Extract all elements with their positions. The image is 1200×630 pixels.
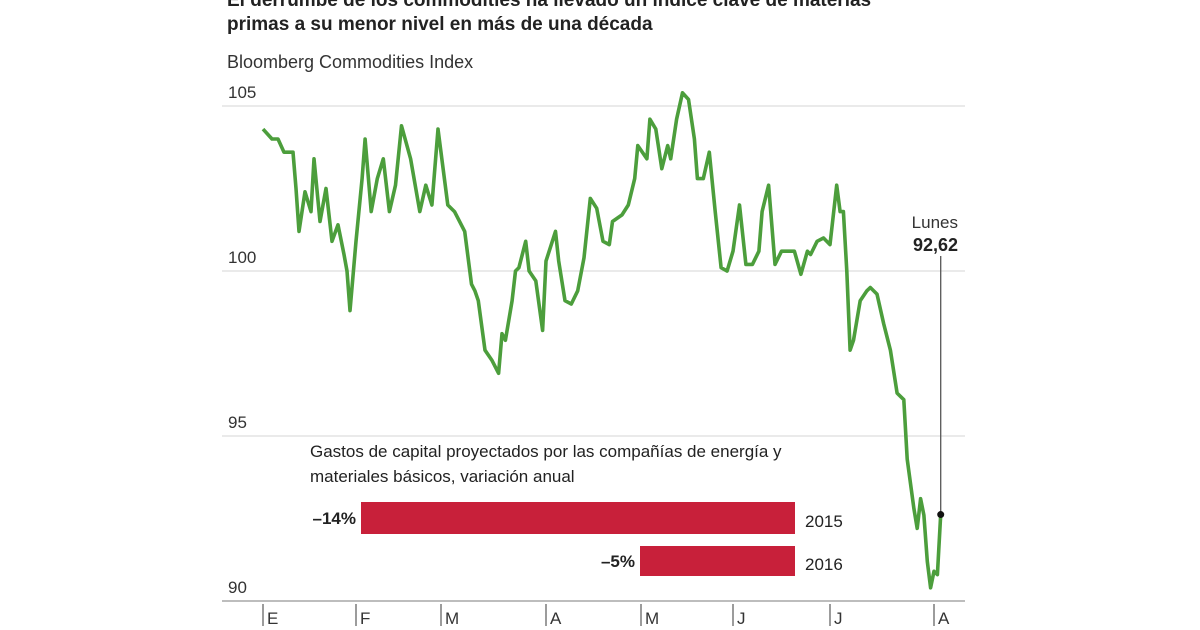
y-tick-label: 100	[228, 248, 256, 267]
y-tick-label: 105	[228, 83, 256, 102]
bar-2015	[361, 502, 795, 534]
x-tick-label: A	[938, 609, 950, 628]
x-tick-label: F	[360, 609, 370, 628]
inset-title-line-1: Gastos de capital proyectados por las co…	[310, 442, 782, 461]
x-tick-label: J	[834, 609, 843, 628]
bar-category-label: 2015	[805, 512, 843, 531]
annotation-value: 92,62	[913, 235, 958, 255]
y-tick-label: 90	[228, 578, 247, 597]
index-line-series	[261, 91, 945, 590]
inset-bar-chart: Gastos de capital proyectados por las co…	[310, 442, 843, 576]
x-tick-label: A	[550, 609, 562, 628]
bar-value-label: –5%	[601, 552, 635, 571]
bar-2016	[640, 546, 795, 576]
bar-category-label: 2016	[805, 555, 843, 574]
inset-bars: –14% 2015 –5% 2016	[313, 502, 843, 576]
x-tick-label: E	[267, 609, 278, 628]
chart-subtitle: Bloomberg Commodities Index	[227, 52, 473, 72]
x-tick-label: M	[445, 609, 459, 628]
y-axis-labels: 105 100 95 90	[228, 83, 256, 597]
x-tick-label: J	[737, 609, 746, 628]
inset-title-line-2: materiales básicos, variación anual	[310, 467, 575, 486]
latest-value-annotation: Lunes 92,62	[912, 213, 958, 255]
chart-title-line-1: El derrumbe de los commodities ha llevad…	[227, 0, 871, 11]
annotation-marker	[937, 511, 945, 519]
chart-title-line-2: primas a su menor nivel en más de una dé…	[227, 14, 653, 35]
y-tick-label: 95	[228, 413, 247, 432]
annotation-label: Lunes	[912, 213, 958, 232]
bar-value-label: –14%	[313, 509, 356, 528]
x-tick-label: M	[645, 609, 659, 628]
index-line	[261, 91, 943, 590]
